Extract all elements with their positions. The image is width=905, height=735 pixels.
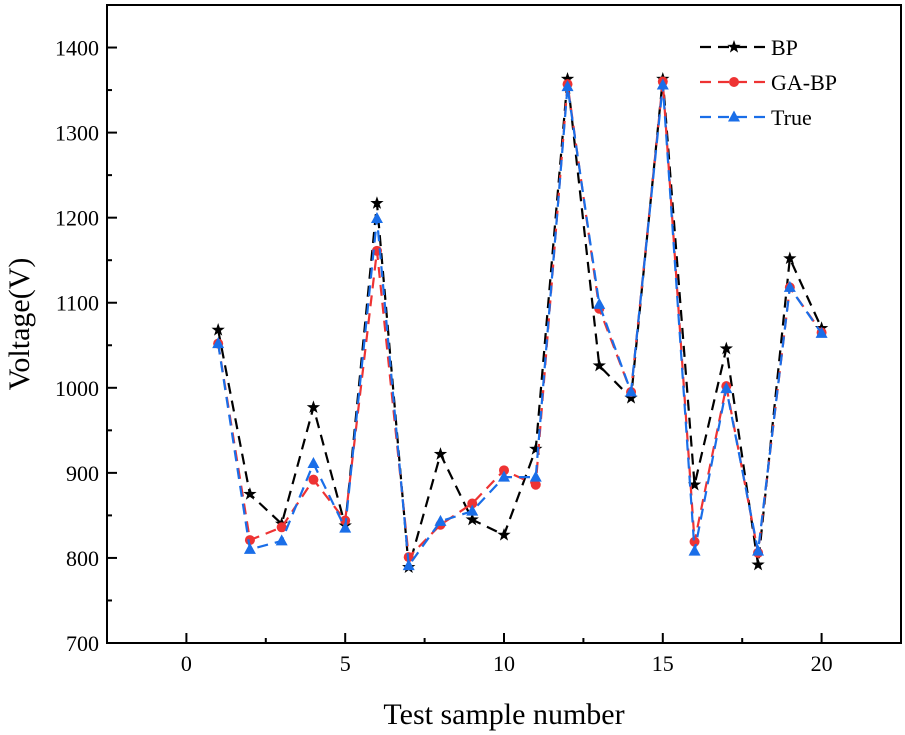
data-point-true [529,470,542,482]
axis-ticks: 0 5 10 15 20 700 800 900 1000 1100 1200 1300 1400 [55,36,902,676]
data-point-true [370,212,383,224]
series-ga-bp [213,76,827,563]
legend-label-true: True [771,105,812,130]
y-tick-label: 700 [66,631,99,656]
x-tick-label: 10 [493,651,515,676]
data-point-bp [624,391,638,404]
data-point-bp [687,477,702,491]
data-point-bp [529,442,543,455]
data-point-bp [560,72,575,85]
data-point-true [434,514,447,526]
data-point-true [720,382,733,394]
data-point-bp [465,512,479,526]
x-tick-label: 20 [811,651,833,676]
data-point-bp [719,341,733,355]
legend-item-true: True [700,105,812,130]
y-tick-label: 1000 [55,376,99,401]
data-point-bp [243,487,257,500]
data-point-true [243,542,256,554]
data-point-true [783,280,796,292]
series-line-bp [217,78,823,568]
y-tick-label: 900 [66,461,99,486]
legend-marker-ga-bp [729,77,739,87]
data-point-true [402,559,415,571]
data-point-bp [497,527,511,541]
data-point-ga-bp [689,536,700,547]
data-point-true [466,504,479,516]
data-point-bp [211,322,225,336]
y-axis-title: Voltage(V) [3,258,36,391]
data-point-ga-bp [499,465,509,476]
series-true [212,78,828,571]
series-layer [211,72,829,573]
y-tick-label: 1400 [55,36,99,61]
data-point-ga-bp [530,479,541,490]
series-line-true [217,84,823,569]
data-point-true [275,534,288,546]
plot-frame [106,4,902,644]
data-point-bp [306,400,321,414]
data-point-ga-bp [244,535,255,546]
data-point-ga-bp [308,474,319,485]
x-axis-title: Test sample number [383,698,624,731]
legend-item-ga-bp: GA-BP [700,70,837,95]
data-point-true [625,385,638,397]
legend-label-ga-bp: GA-BP [771,70,837,95]
data-point-true [815,326,828,338]
data-point-true [498,470,510,482]
data-point-true [656,78,669,90]
data-point-bp [751,557,765,571]
y-tick-label: 1100 [56,291,99,316]
data-point-true [307,457,320,469]
data-point-ga-bp [467,498,478,509]
data-point-true [339,521,352,533]
data-point-true [561,80,574,92]
y-tick-label: 800 [66,546,99,571]
legend: BP GA-BP True [700,35,837,130]
data-point-bp [783,251,797,265]
data-point-bp [433,447,448,460]
data-point-bp [370,196,384,209]
y-tick-label: 1300 [55,121,99,146]
x-tick-label: 5 [340,651,351,676]
data-point-true [212,337,225,349]
data-point-true [752,544,765,556]
x-tick-label: 0 [181,651,192,676]
data-point-true [593,297,606,309]
legend-marker-true [728,110,740,122]
x-tick-label: 15 [652,651,674,676]
data-point-ga-bp [276,522,287,533]
data-point-bp [592,358,606,372]
legend-label-bp: BP [771,35,798,60]
legend-marker-bp [727,40,741,53]
data-point-true [688,544,701,556]
y-tick-label: 1200 [55,206,99,231]
series-bp [211,72,829,573]
series-line-ga-bp [217,81,823,560]
legend-item-bp: BP [700,35,798,60]
